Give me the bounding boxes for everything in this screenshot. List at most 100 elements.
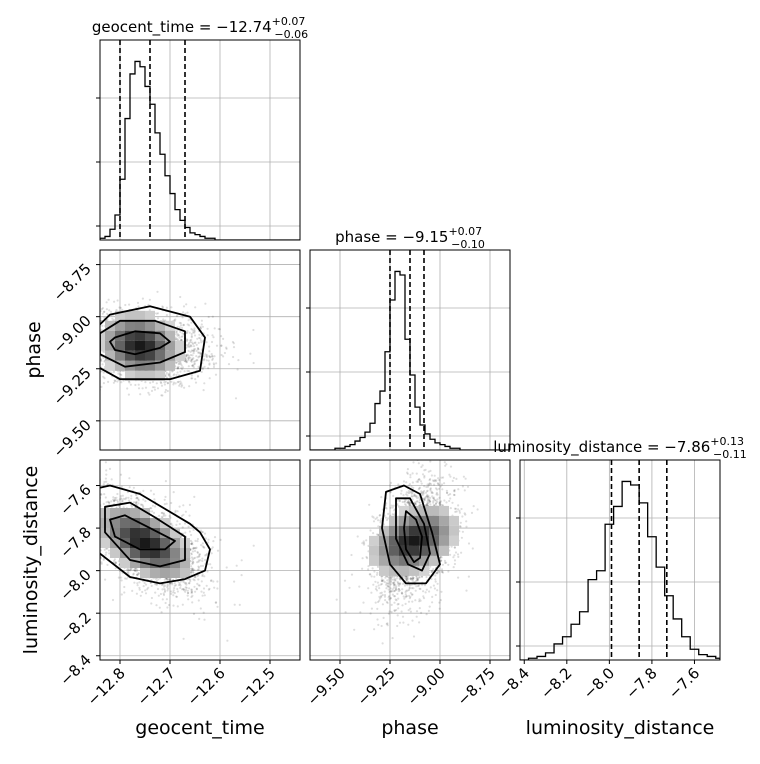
sample-point (59, 317, 61, 319)
sample-point (54, 330, 56, 332)
sample-point (93, 520, 95, 522)
sample-point (163, 381, 165, 383)
sample-point (203, 389, 205, 391)
sample-point (91, 354, 93, 356)
sample-point (187, 598, 189, 600)
sample-point (179, 371, 181, 373)
sample-point (85, 344, 87, 346)
sample-point (79, 516, 81, 518)
sample-point (241, 559, 243, 561)
sample-point (193, 345, 195, 347)
sample-point (74, 516, 76, 518)
sample-point (105, 474, 107, 476)
sample-point (183, 581, 185, 583)
sample-point (95, 517, 97, 519)
sample-point (121, 309, 123, 311)
sample-point (185, 511, 187, 513)
sample-point (33, 311, 35, 313)
sample-point (201, 371, 203, 373)
sample-point (166, 372, 168, 374)
sample-point (95, 518, 97, 520)
sample-point (213, 366, 215, 368)
sample-point (208, 350, 210, 352)
sample-point (196, 359, 198, 361)
sample-point (70, 356, 72, 358)
sample-point (94, 487, 96, 489)
sample-point (213, 587, 215, 589)
sample-point (198, 559, 200, 561)
sample-point (91, 318, 93, 320)
sample-point (95, 351, 97, 353)
sample-point (59, 329, 61, 331)
sample-point (90, 352, 92, 354)
sample-point (89, 340, 91, 342)
sample-point (97, 523, 99, 525)
sample-point (82, 357, 84, 359)
sample-point (73, 519, 75, 521)
sample-point (80, 342, 82, 344)
sample-point (87, 547, 89, 549)
sample-point (138, 581, 140, 583)
sample-point (177, 367, 179, 369)
sample-point (113, 382, 115, 384)
sample-point (253, 545, 255, 547)
sample-point (96, 533, 98, 535)
sample-point (174, 592, 176, 594)
sample-point (170, 381, 172, 383)
sample-point (96, 360, 98, 362)
sample-point (90, 347, 92, 349)
sample-point (96, 566, 98, 568)
sample-point (97, 542, 99, 544)
sample-point (178, 363, 180, 365)
density-block (145, 351, 155, 361)
sample-point (174, 511, 176, 513)
density-block (160, 568, 170, 578)
sample-point (147, 392, 149, 394)
sample-point (103, 377, 105, 379)
sample-point (138, 499, 140, 501)
sample-point (216, 587, 218, 589)
sample-point (105, 554, 107, 556)
sample-point (222, 338, 224, 340)
sample-point (210, 579, 212, 581)
panel-title-phase: phase = −9.15+0.07−0.10 (335, 225, 485, 251)
sample-point (219, 328, 221, 330)
sample-point (82, 342, 84, 344)
sample-point (166, 314, 168, 316)
sample-point (224, 352, 226, 354)
sample-point (113, 319, 115, 321)
sample-point (94, 504, 96, 506)
sample-point (95, 332, 97, 334)
density-block (140, 568, 150, 578)
sample-point (176, 596, 178, 598)
sample-point (89, 340, 91, 342)
title-lower-error: −0.06 (274, 28, 308, 41)
sample-point (121, 486, 123, 488)
sample-point (96, 355, 98, 357)
sample-point (95, 352, 97, 354)
sample-point (143, 585, 145, 587)
sample-point (60, 529, 62, 531)
sample-point (98, 479, 100, 481)
sample-point (97, 346, 99, 348)
sample-point (84, 337, 86, 339)
sample-point (152, 505, 154, 507)
sample-point (92, 347, 94, 349)
sample-point (93, 502, 95, 504)
sample-point (211, 334, 213, 336)
sample-point (90, 366, 92, 368)
sample-point (193, 613, 195, 615)
sample-point (158, 595, 160, 597)
sample-point (73, 348, 75, 350)
sample-point (95, 523, 97, 525)
sample-point (95, 350, 97, 352)
sample-point (145, 584, 147, 586)
sample-point (88, 509, 90, 511)
sample-point (92, 328, 94, 330)
sample-point (182, 526, 184, 528)
sample-point (124, 498, 126, 500)
sample-point (71, 369, 73, 371)
sample-point (108, 549, 110, 551)
sample-point (85, 362, 87, 364)
sample-point (151, 585, 153, 587)
